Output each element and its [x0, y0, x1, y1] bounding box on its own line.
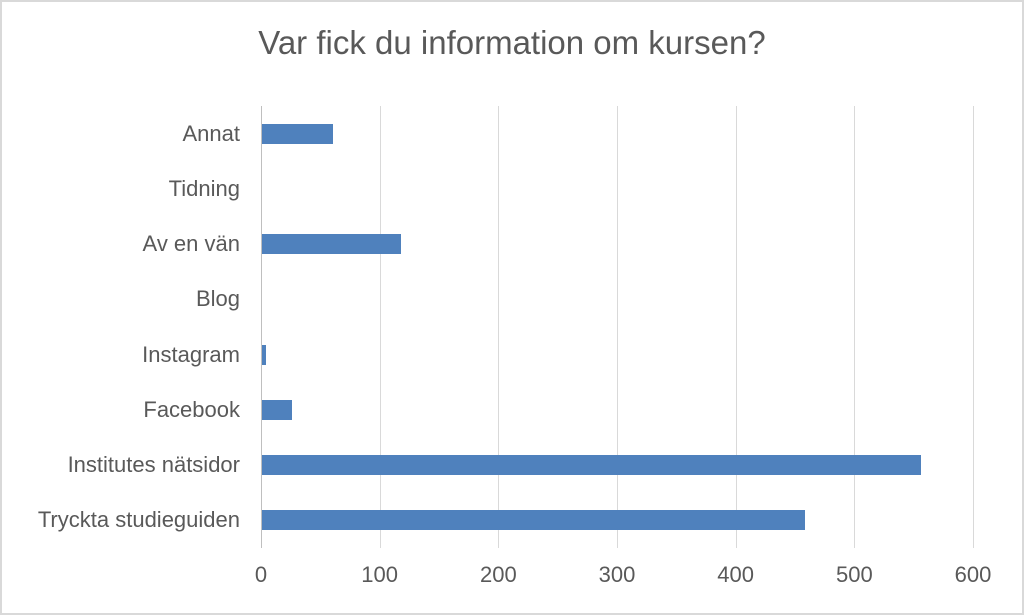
x-tick-label-100: 100 — [361, 562, 399, 587]
gridline-300 — [617, 106, 618, 548]
plot-area — [261, 106, 974, 548]
category-label-institutes-n-tsidor: Institutes nätsidor — [67, 452, 240, 478]
category-label-annat: Annat — [182, 120, 241, 146]
bar-tryckta-studieguiden — [262, 510, 806, 531]
gridline-200 — [498, 106, 500, 548]
x-tick-label-400: 400 — [717, 562, 755, 587]
bar-institutes-n-tsidor — [262, 455, 921, 476]
gridline-600 — [973, 106, 974, 548]
gridline-100 — [379, 106, 381, 548]
x-tick-label-0: 0 — [254, 562, 268, 587]
y-axis-line — [261, 106, 262, 548]
bar-av-en-v-n — [262, 234, 401, 255]
bar-annat — [262, 123, 334, 144]
category-label-tryckta-studieguiden: Tryckta studieguiden — [37, 507, 240, 533]
category-label-instagram: Instagram — [142, 341, 240, 367]
gridline-500 — [854, 106, 856, 548]
bar-facebook — [262, 399, 292, 420]
bar-instagram — [262, 344, 266, 365]
category-label-tidning: Tidning — [168, 175, 240, 201]
x-tick-label-500: 500 — [835, 562, 873, 587]
category-label-blog: Blog — [195, 286, 240, 312]
category-label-facebook: Facebook — [143, 396, 240, 422]
category-label-av-en-v-n: Av en vän — [142, 231, 240, 257]
gridline-400 — [735, 106, 737, 548]
x-tick-label-200: 200 — [479, 562, 517, 587]
x-tick-label-300: 300 — [598, 562, 636, 587]
chart-title: Var fick du information om kursen? — [258, 24, 766, 61]
x-tick-label-600: 600 — [954, 562, 992, 587]
